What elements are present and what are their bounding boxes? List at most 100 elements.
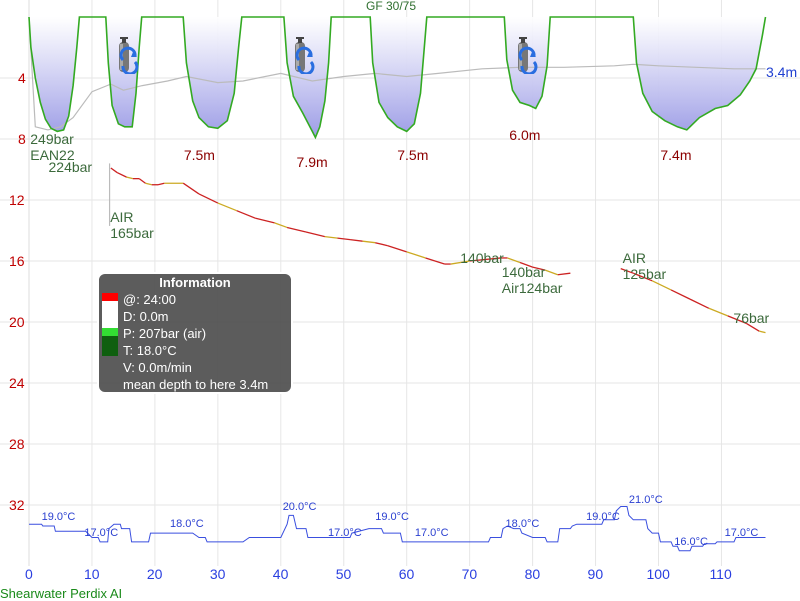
pressure-segment-1-7 [727, 315, 747, 325]
x-tick-label: 90 [587, 566, 604, 582]
temperature-label: 19.0°C [586, 511, 620, 524]
pressure-segment-0-24 [406, 251, 426, 259]
pressure-segment-0-33 [544, 269, 559, 276]
pressure-segment-0-17 [305, 231, 326, 238]
gas-tank-icon [118, 37, 139, 74]
pressure-segment-0-23 [387, 245, 407, 253]
pressure-segment-0-11 [198, 193, 219, 204]
pressure-label: 249bar EAN22 [30, 131, 75, 164]
gas-tank-icon [517, 37, 538, 74]
temperature-label: 18.0°C [170, 518, 204, 531]
x-tick-label: 80 [524, 566, 541, 582]
pressure-segment-0-8 [157, 182, 165, 186]
pressure-segment-0-34 [557, 272, 571, 276]
pressure-label: AIR 125bar [622, 250, 667, 283]
pressure-segment-0-13 [236, 210, 256, 219]
info-time: @: 24:00 [123, 292, 176, 307]
pressure-label: 140bar Air124bar [501, 264, 563, 297]
pressure-label: 76bar [733, 309, 770, 326]
max-depth-label: 7.9m [296, 154, 328, 171]
y-tick-label: 32 [9, 497, 25, 513]
y-tick-label: 20 [9, 314, 25, 330]
pressure-segment-0-19 [337, 237, 351, 241]
x-tick-label: 0 [25, 566, 33, 582]
pressure-segment-0-12 [217, 202, 237, 212]
temperature-label: 18.0°C [505, 518, 540, 531]
pressure-segment-0-15 [274, 222, 288, 229]
info-title: Information [159, 275, 231, 290]
tank-pressure-line [108, 163, 766, 334]
pressure-segment-0-31 [519, 261, 533, 268]
temperature-label: 20.0°C [282, 500, 317, 513]
dive-computer-label: Shearwater Perdix AI [0, 586, 123, 601]
pressure-segment-1-5 [689, 298, 710, 309]
depth-profile-line [28, 16, 767, 140]
info-depth: D: 0.0m [123, 309, 169, 324]
x-tick-label: 60 [398, 566, 415, 582]
max-depth-label: 7.5m [183, 146, 215, 163]
x-tick-label: 30 [209, 566, 226, 582]
temperature-label: 16.0°C [674, 535, 708, 548]
info-temperature: T: 18.0°C [123, 343, 177, 358]
temperature-label: 17.0°C [84, 527, 119, 540]
pressure-segment-1-2 [633, 272, 653, 282]
x-tick-label: 20 [146, 566, 163, 582]
y-tick-label: 24 [9, 375, 25, 391]
temperature-label: 19.0°C [41, 511, 76, 524]
pressure-segment-0-20 [349, 239, 363, 242]
pressure-segment-0-10 [182, 182, 200, 195]
temperature-label: 21.0°C [628, 493, 663, 506]
pressure-segment-0-1 [110, 167, 118, 174]
info-mean-depth: mean depth to here 3.4m [123, 377, 269, 392]
depth-area [29, 17, 766, 138]
pressure-segment-0-6 [145, 182, 152, 186]
gradient-factor-label: GF 30/75 [366, 0, 417, 13]
pressure-segment-1-3 [651, 280, 672, 291]
depth-profile-fill [29, 17, 766, 138]
pressure-segment-0-2 [116, 171, 127, 178]
info-velocity: V: 0.0m/min [123, 360, 192, 375]
temperature-label: 19.0°C [375, 511, 409, 524]
pressure-segment-0-25 [425, 257, 445, 265]
pressure-segment-0-14 [255, 217, 275, 224]
pressure-label: 140bar [460, 250, 504, 267]
pressure-segment-0-32 [532, 266, 546, 271]
pressure-segment-1-1 [620, 268, 634, 274]
temperature-line [29, 506, 766, 552]
y-tick-label: 12 [9, 192, 25, 208]
mean-depth-path [28, 16, 766, 131]
temperature-label: 17.0°C [724, 527, 759, 540]
depth-legend-swatch [102, 293, 118, 301]
max-depth-label: 7.4m [660, 146, 692, 163]
pressure-segment-1-8 [746, 322, 760, 332]
x-tick-label: 50 [335, 566, 352, 582]
pressure-segment-0-30 [507, 257, 521, 264]
x-tick-label: 10 [83, 566, 100, 582]
pressure-segment-0-27 [450, 260, 470, 265]
max-depth-label: 6.0m [509, 126, 541, 143]
pressure-segment-0-16 [286, 226, 307, 233]
temperature-label: 17.0°C [328, 527, 362, 540]
pressure-legend-swatch [102, 328, 118, 336]
y-tick-label: 28 [9, 436, 25, 452]
pressure-segment-0-3 [126, 176, 134, 180]
x-tick-label: 110 [709, 566, 732, 582]
pressure-segment-0-21 [362, 240, 376, 244]
information-box: Information @: 24:00 D: 0.0m P: 207bar (… [97, 272, 293, 394]
max-depth-label: 7.5m [397, 146, 429, 163]
pressure-segment-0-28 [469, 257, 502, 262]
pressure-label: 224bar [48, 158, 93, 175]
gas-tank-icon [294, 37, 315, 74]
depth-line [28, 16, 767, 140]
pressure-segment-0-22 [375, 242, 388, 247]
mean-depth-value-label: 3.4m [766, 64, 798, 81]
pressure-segment-1-9 [759, 330, 766, 334]
x-tick-label: 100 [646, 566, 670, 582]
temperature-path [29, 506, 766, 552]
y-tick-label: 16 [9, 253, 25, 269]
y-tick-label: 4 [18, 70, 26, 86]
pressure-segment-0-18 [324, 235, 338, 239]
pressure-segment-0-5 [138, 178, 146, 184]
temperature-label: 17.0°C [414, 527, 449, 540]
